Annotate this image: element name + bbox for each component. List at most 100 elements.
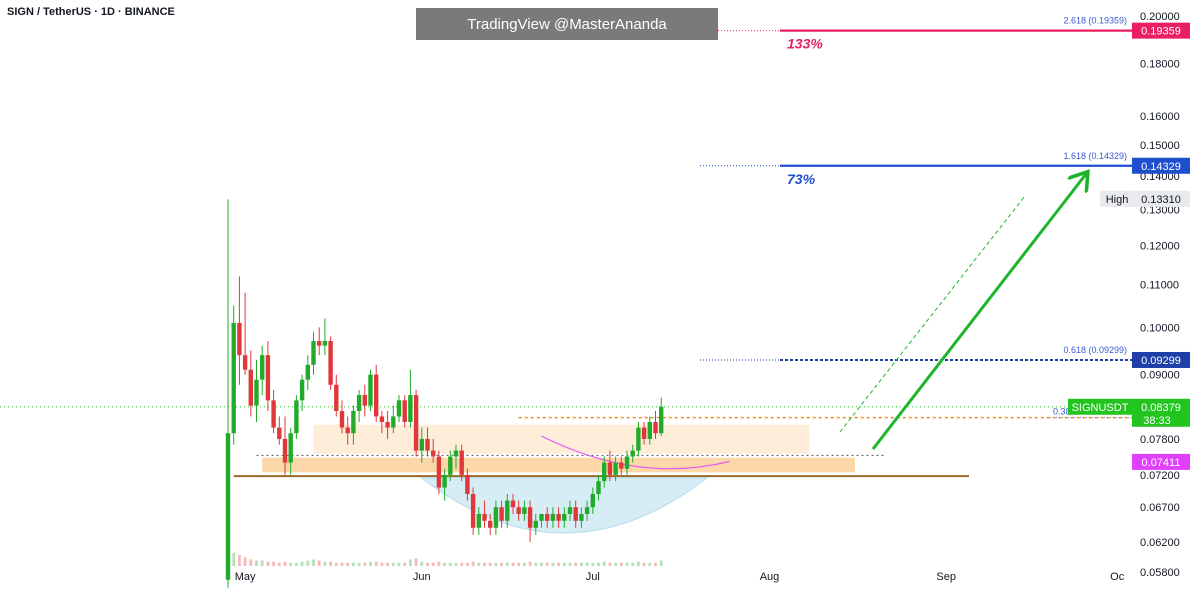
volume-bar: [431, 562, 435, 566]
volume-bar: [232, 552, 236, 566]
volume-bar: [277, 562, 281, 566]
candle-body: [516, 507, 521, 514]
candle-body: [431, 450, 436, 457]
projection-dashed-line: [839, 195, 1026, 433]
candle-body: [408, 395, 413, 422]
candle-body: [505, 500, 510, 521]
candle-body: [510, 500, 516, 508]
candle-body: [436, 456, 442, 488]
candle-body: [396, 400, 402, 417]
time-axis: May Jun Jul Aug Sep Oc: [235, 571, 1125, 583]
ticker-tag: SIGNUSDT: [1072, 402, 1129, 414]
candle-body: [470, 493, 476, 528]
candle-body: [482, 513, 487, 521]
candle-body: [522, 507, 527, 514]
volume-bar: [568, 562, 572, 566]
fib-label-1: 1.618 (0.14329): [1063, 151, 1127, 161]
fib-badge-0: 0.19359: [1141, 26, 1181, 38]
x-tick-label: Oc: [1110, 571, 1125, 583]
candle-body: [579, 513, 584, 521]
volume-bar: [323, 561, 327, 566]
volume-bar: [414, 558, 418, 566]
current-price-bg: [1132, 398, 1190, 427]
volume-bar: [505, 562, 509, 566]
y-tick-label: 0.11000: [1140, 280, 1179, 292]
candle-body: [362, 395, 367, 406]
candle-body: [442, 474, 447, 488]
volume-bar: [448, 562, 452, 566]
volume-bar: [283, 561, 287, 566]
volume-bar: [300, 561, 304, 566]
volume-bar: [443, 562, 446, 566]
candle-body: [562, 513, 567, 521]
volume-bar: [511, 562, 515, 566]
volume-bar: [545, 562, 549, 566]
candle-body: [248, 369, 253, 406]
candle-body: [231, 322, 236, 434]
fib-badge-1: 0.14329: [1141, 161, 1181, 173]
high-tag-bg: [1100, 190, 1135, 207]
volume-bar: [466, 562, 469, 566]
volume-bar: [540, 562, 543, 566]
volume-bar: [619, 562, 623, 566]
volume-bar: [380, 562, 384, 566]
volume-bar: [266, 561, 270, 566]
support-zone-light: [313, 424, 810, 454]
purple-curve: [541, 435, 730, 470]
volume-bar: [534, 562, 538, 566]
volume-bar: [243, 557, 247, 566]
candle-body: [288, 433, 293, 463]
volume-bar: [488, 562, 492, 566]
candle-countdown: 38:33: [1143, 415, 1171, 427]
fib-label-2: 0.618 (0.09299): [1063, 345, 1127, 355]
volume-bar: [289, 562, 293, 566]
candle-body: [636, 427, 641, 451]
candle-body: [277, 427, 282, 439]
current-price-value: 0.08379: [1141, 402, 1181, 414]
candle-body: [659, 406, 664, 434]
candle-body: [419, 438, 424, 451]
candle-body: [225, 433, 231, 580]
volume-bar: [272, 561, 275, 566]
fib-label-3: 0.38: [1053, 407, 1071, 417]
candle-body: [459, 450, 464, 475]
y-tick-label: 0.12000: [1140, 240, 1180, 252]
candle-body: [305, 364, 310, 380]
volume-bar: [625, 562, 629, 566]
volume-bar: [295, 562, 298, 566]
volume-bar: [346, 562, 350, 566]
y-tick-label: 0.06700: [1140, 502, 1180, 514]
candle-body: [311, 341, 316, 365]
fib-label-0: 2.618 (0.19359): [1063, 16, 1127, 26]
candle-body: [425, 438, 430, 451]
volume-bar: [397, 562, 401, 566]
candle-body: [413, 395, 419, 451]
y-tick-label: 0.09000: [1140, 370, 1180, 382]
candle-body: [351, 411, 356, 434]
y-tick-label: 0.16000: [1140, 111, 1180, 123]
volume-bar: [517, 562, 521, 566]
volume-bar: [637, 561, 640, 566]
volume-bar: [420, 561, 424, 566]
volume-bar: [471, 561, 475, 566]
candle-body: [533, 520, 538, 528]
volume-bar: [426, 562, 429, 566]
volume-bar: [255, 560, 258, 566]
candle-body: [294, 400, 299, 434]
volume-bar: [631, 562, 635, 566]
volume-bar: [483, 562, 486, 566]
candle-body: [613, 462, 618, 475]
volume-bar: [317, 560, 321, 566]
volume-bar: [648, 562, 652, 566]
candles-layer: [225, 199, 664, 588]
candle-body: [453, 450, 459, 457]
candle-body: [641, 427, 647, 439]
x-tick-label: Sep: [936, 571, 956, 583]
volume-bar: [334, 562, 338, 566]
support-zones-layer: [233, 424, 969, 534]
volume-bar: [386, 562, 389, 566]
candle-body: [590, 493, 595, 508]
candle-body: [556, 513, 561, 521]
